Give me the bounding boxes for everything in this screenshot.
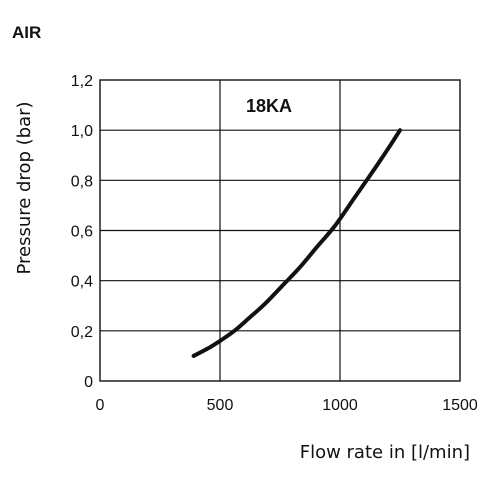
y-tick-label: 0,4 bbox=[71, 274, 93, 291]
grid bbox=[100, 80, 460, 381]
x-tick-label: 500 bbox=[207, 397, 234, 414]
y-tick-label: 1,2 bbox=[71, 73, 93, 90]
series-layer bbox=[191, 128, 402, 358]
chart-title: AIR bbox=[12, 23, 41, 42]
x-tick-label: 1500 bbox=[442, 397, 478, 414]
x-tick-label: 1000 bbox=[322, 397, 358, 414]
series-annotation: 18KA bbox=[246, 96, 292, 116]
y-tick-label: 0,6 bbox=[71, 224, 93, 241]
x-tick-labels: 0 500 1000 1500 bbox=[96, 397, 478, 414]
y-tick-label: 1,0 bbox=[71, 123, 93, 140]
plot-frame bbox=[99, 79, 461, 382]
y-tick-label: 0,2 bbox=[71, 324, 93, 341]
y-tick-label: 0 bbox=[84, 374, 93, 391]
x-tick-label: 0 bbox=[96, 397, 105, 414]
x-axis-label: Flow rate in [l/min] bbox=[300, 442, 470, 463]
y-tick-labels: 0 0,2 0,4 0,6 0,8 1,0 1,2 bbox=[71, 73, 93, 391]
series-line-0 bbox=[191, 128, 402, 358]
y-axis-label: Pressure drop (bar) bbox=[14, 101, 35, 274]
y-tick-label: 0,8 bbox=[71, 173, 93, 190]
